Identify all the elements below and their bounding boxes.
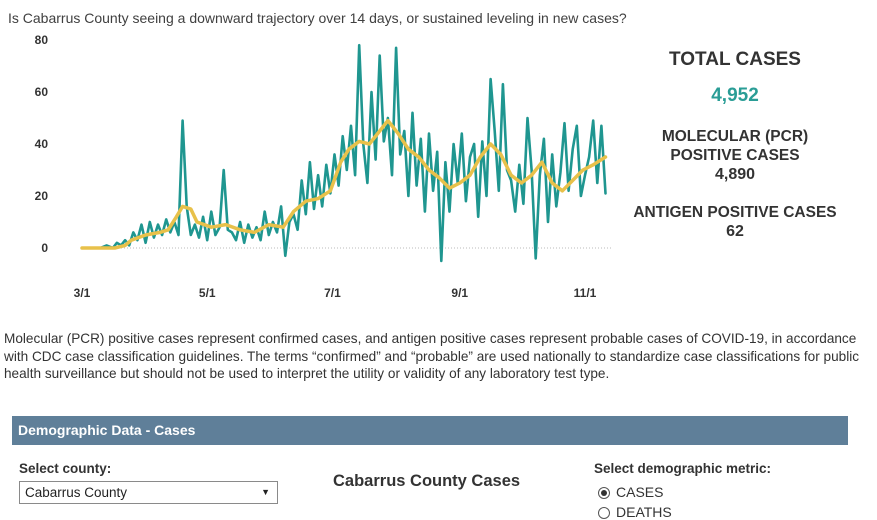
antigen-cases-value: 62 — [726, 223, 744, 240]
y-tick-label: 40 — [35, 137, 49, 151]
x-tick-label: 7/1 — [324, 286, 341, 300]
radio-checked-icon — [598, 487, 610, 499]
total-cases-value: 4,952 — [711, 85, 759, 106]
cases-line-chart: 0 20 40 60 80 3/1 5/1 7/1 9/1 11/1 — [35, 33, 612, 300]
pcr-label-line2: POSITIVE CASES — [670, 147, 800, 164]
chevron-down-icon: ▼ — [261, 487, 270, 497]
x-tick-label: 9/1 — [451, 286, 468, 300]
y-tick-label: 20 — [35, 189, 49, 203]
chart-question: Is Cabarrus County seeing a downward tra… — [8, 10, 627, 26]
pcr-label-line1: MOLECULAR (PCR) — [661, 128, 809, 145]
county-select-label: Select county: — [19, 461, 112, 476]
y-tick-label: 80 — [35, 33, 49, 47]
radio-unchecked-icon — [598, 507, 610, 519]
average-cases-line — [80, 118, 608, 250]
county-select[interactable]: Cabarrus County ▼ — [19, 481, 278, 504]
metric-select-label: Select demographic metric: — [594, 461, 772, 476]
y-axis: 0 20 40 60 80 — [35, 33, 49, 255]
county-select-value: Cabarrus County — [25, 485, 128, 500]
x-tick-label: 5/1 — [199, 286, 216, 300]
case-stats-panel: TOTAL CASES 4,952 MOLECULAR (PCR) POSITI… — [620, 44, 850, 242]
metric-option-cases[interactable]: CASES — [598, 484, 663, 500]
total-cases-label: TOTAL CASES — [669, 49, 801, 70]
x-tick-label: 3/1 — [74, 286, 91, 300]
pcr-cases-value: 4,890 — [714, 166, 756, 183]
demographic-section-header: Demographic Data - Cases — [12, 416, 848, 445]
y-tick-label: 0 — [41, 241, 48, 255]
plot-area — [80, 43, 608, 263]
x-tick-label: 11/1 — [574, 286, 597, 300]
x-axis: 3/1 5/1 7/1 9/1 11/1 — [74, 286, 597, 300]
metric-option-label: DEATHS — [616, 504, 672, 520]
demographic-chart-title: Cabarrus County Cases — [333, 472, 521, 490]
metric-option-label: CASES — [616, 484, 664, 500]
daily-cases-line — [80, 43, 607, 263]
metric-option-deaths[interactable]: DEATHS — [598, 504, 672, 520]
antigen-label: ANTIGEN POSITIVE CASES — [633, 204, 837, 221]
case-classification-note: Molecular (PCR) positive cases represent… — [4, 331, 860, 381]
y-tick-label: 60 — [35, 85, 49, 99]
